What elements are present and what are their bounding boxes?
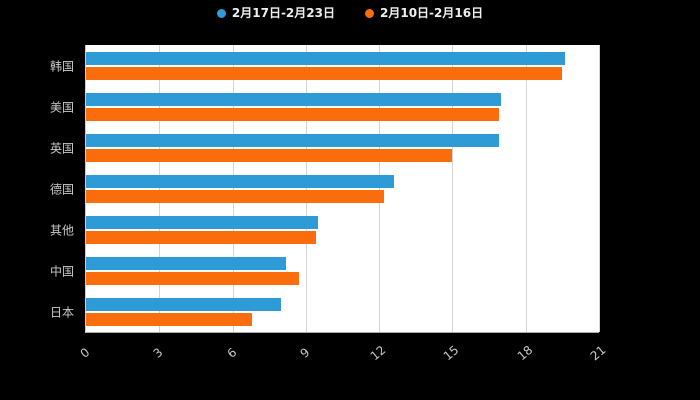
bar-group bbox=[86, 45, 599, 86]
y-axis-label: 美国 bbox=[49, 100, 74, 114]
bar[interactable] bbox=[86, 312, 253, 326]
plot-area bbox=[85, 45, 600, 333]
bar-group bbox=[86, 250, 599, 291]
gridline bbox=[379, 45, 381, 332]
gridline bbox=[599, 45, 600, 332]
legend-label: 2月17日-2月23日 bbox=[231, 6, 335, 20]
legend-item[interactable]: 2月17日-2月23日 bbox=[216, 6, 335, 20]
x-axis-tick-label: 15 bbox=[441, 342, 462, 364]
legend-swatch-icon bbox=[365, 8, 374, 18]
bar[interactable] bbox=[86, 107, 499, 121]
y-axis-label: 英国 bbox=[49, 141, 74, 155]
x-axis-tick-label: 6 bbox=[224, 345, 239, 361]
x-axis-tick-label: 3 bbox=[150, 345, 166, 361]
bar[interactable] bbox=[86, 148, 453, 162]
bar[interactable] bbox=[86, 174, 394, 188]
y-axis-label: 韩国 bbox=[49, 59, 74, 73]
x-axis-labels: 0 3 6 9 12 15 18 21 bbox=[78, 338, 609, 378]
y-axis-labels: 韩国美国英国德国其他中国日本 bbox=[0, 45, 80, 332]
y-axis-label: 其他 bbox=[49, 223, 74, 237]
bar[interactable] bbox=[86, 230, 316, 244]
bar-group bbox=[86, 209, 599, 250]
bar-group bbox=[86, 168, 599, 209]
bar[interactable] bbox=[86, 297, 282, 311]
gridline bbox=[305, 45, 307, 332]
y-axis-label: 德国 bbox=[49, 182, 74, 196]
x-axis-tick-label: 21 bbox=[587, 342, 609, 364]
y-axis-label: 日本 bbox=[49, 305, 74, 319]
gridline bbox=[452, 45, 454, 332]
legend-item[interactable]: 2月10日-2月16日 bbox=[365, 7, 483, 19]
x-axis-tick-label: 12 bbox=[367, 342, 389, 364]
gridline bbox=[232, 45, 234, 332]
bar[interactable] bbox=[86, 66, 563, 80]
legend: 2月17日-2月23日 2月10日-2月16日 bbox=[0, 7, 700, 19]
gridline bbox=[525, 45, 527, 332]
bar-group bbox=[86, 291, 599, 332]
legend-swatch-icon bbox=[216, 8, 226, 18]
bar[interactable] bbox=[86, 92, 502, 106]
bar-group bbox=[86, 127, 599, 168]
gridline bbox=[159, 45, 161, 332]
x-axis-tick-label: 9 bbox=[297, 345, 313, 361]
y-axis-label: 中国 bbox=[49, 264, 74, 278]
bar[interactable] bbox=[86, 271, 299, 285]
bar[interactable] bbox=[86, 51, 565, 65]
bar-group bbox=[86, 86, 599, 127]
legend-label: 2月10日-2月16日 bbox=[380, 6, 484, 20]
bar[interactable] bbox=[86, 256, 287, 270]
bar[interactable] bbox=[86, 189, 385, 203]
x-axis-tick-label: 0 bbox=[77, 345, 93, 361]
bar[interactable] bbox=[86, 133, 499, 147]
bar[interactable] bbox=[86, 215, 319, 229]
x-axis-tick-label: 18 bbox=[514, 342, 536, 364]
